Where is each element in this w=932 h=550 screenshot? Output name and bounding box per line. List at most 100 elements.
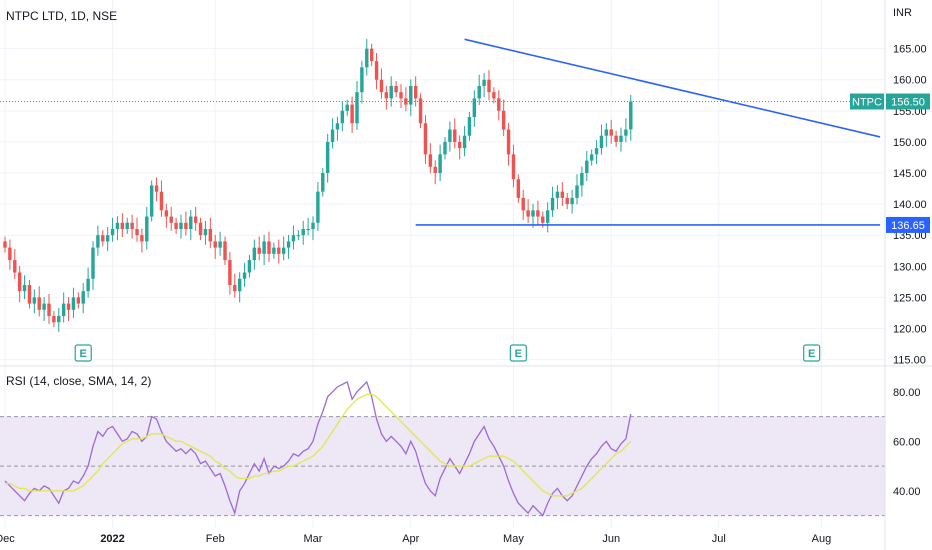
ticker-value: 156.50 bbox=[891, 97, 925, 109]
candle-body bbox=[223, 241, 227, 261]
candle-body bbox=[457, 141, 462, 149]
candle-body bbox=[379, 79, 384, 93]
candle-body bbox=[213, 241, 217, 248]
candle-body bbox=[365, 48, 369, 68]
candle-body bbox=[413, 85, 418, 99]
candle-body bbox=[189, 216, 193, 229]
candle-body bbox=[198, 222, 203, 236]
candle-body bbox=[516, 179, 521, 198]
time-tick-label: Feb bbox=[206, 533, 225, 545]
candle-body bbox=[237, 278, 242, 292]
candle-body bbox=[13, 260, 17, 273]
candle-body bbox=[37, 297, 41, 310]
earnings-box bbox=[74, 344, 92, 362]
candle-body bbox=[570, 197, 574, 205]
candle-body bbox=[389, 85, 393, 99]
candle-body bbox=[233, 284, 237, 292]
candle-body bbox=[472, 98, 477, 118]
candle-body bbox=[149, 185, 154, 217]
price-tick-label: 120.00 bbox=[893, 323, 927, 335]
earnings-marker[interactable]: E bbox=[803, 344, 821, 362]
candle-body bbox=[140, 235, 144, 242]
candle-body bbox=[96, 235, 100, 248]
candle-body bbox=[399, 92, 403, 99]
earnings-marker[interactable]: E bbox=[74, 344, 92, 362]
candle-body bbox=[394, 85, 398, 93]
candle-body bbox=[184, 222, 188, 229]
candle-body bbox=[281, 247, 286, 254]
time-axis[interactable]: Dec 2022 Feb Mar Apr May Jun Jul Aug bbox=[0, 533, 831, 545]
candle-body bbox=[301, 228, 305, 236]
price-tags: NTPC 156.50 136.65 bbox=[850, 93, 930, 233]
candle-body bbox=[409, 85, 413, 105]
candle-body bbox=[22, 284, 27, 292]
time-tick-label: Dec bbox=[0, 533, 15, 545]
candle-body bbox=[501, 110, 506, 130]
price-axis[interactable]: 115.00 120.00 125.00 130.00 135.00 140.00 145.… bbox=[893, 44, 927, 367]
candle-body bbox=[81, 291, 85, 304]
earnings-label: E bbox=[80, 348, 87, 360]
rsi-tick-label: 40.00 bbox=[893, 486, 921, 498]
candle-body bbox=[154, 185, 159, 192]
earnings-label: E bbox=[515, 348, 522, 360]
candle-body bbox=[130, 222, 134, 229]
earnings-marker[interactable]: E bbox=[509, 344, 527, 362]
candle-body bbox=[91, 247, 95, 279]
descending-trendline[interactable] bbox=[464, 38, 881, 138]
candle-body bbox=[580, 173, 584, 186]
candle-body bbox=[614, 135, 618, 142]
candle-body bbox=[115, 222, 120, 229]
candle-body bbox=[487, 79, 491, 93]
candle-body bbox=[32, 297, 37, 304]
candle-body bbox=[257, 247, 261, 254]
candle-body bbox=[482, 79, 486, 86]
candle-body bbox=[545, 210, 550, 223]
candle-body bbox=[17, 272, 22, 292]
rsi-lines bbox=[4, 380, 632, 517]
candle-body bbox=[286, 241, 291, 248]
candle-body bbox=[76, 297, 81, 304]
trendlines bbox=[0, 38, 885, 226]
candle-body bbox=[145, 216, 149, 242]
candle-body bbox=[135, 228, 139, 236]
candle-body bbox=[360, 67, 364, 93]
symbol-title[interactable]: NTPC LTD, 1D, NSE bbox=[6, 9, 117, 23]
earnings-box bbox=[803, 344, 821, 362]
candle-body bbox=[433, 166, 437, 174]
rsi-title[interactable]: RSI (14, close, SMA, 14, 2) bbox=[6, 374, 151, 388]
candle-body bbox=[27, 284, 32, 304]
candle-body bbox=[550, 197, 555, 211]
candle-body bbox=[47, 303, 51, 317]
time-tick-label: Apr bbox=[402, 533, 419, 545]
candle-body bbox=[541, 216, 545, 223]
candle-body bbox=[555, 191, 560, 198]
candle-body bbox=[585, 160, 589, 174]
candle-body bbox=[565, 197, 569, 205]
candle-body bbox=[291, 235, 296, 242]
rsi-axis[interactable]: 40.00 60.00 80.00 bbox=[893, 387, 921, 498]
candle-body bbox=[218, 241, 222, 248]
rsi-sma-line bbox=[5, 393, 632, 497]
candle-body bbox=[423, 123, 428, 155]
candle-body bbox=[101, 235, 105, 242]
support-price-tag[interactable]: 136.65 bbox=[886, 216, 930, 233]
candle-body bbox=[71, 297, 76, 310]
candle-body bbox=[350, 104, 354, 124]
ticker-price-tag[interactable]: NTPC 156.50 bbox=[850, 93, 930, 110]
earnings-box bbox=[509, 344, 527, 362]
price-tick-label: 165.00 bbox=[893, 44, 927, 56]
earnings-label: E bbox=[808, 348, 815, 360]
candle-body bbox=[262, 241, 266, 254]
candle-body bbox=[159, 191, 164, 211]
ticker-name: NTPC bbox=[852, 97, 882, 109]
candle-body bbox=[604, 129, 609, 136]
candle-body bbox=[492, 92, 496, 99]
candle-body bbox=[497, 98, 501, 111]
price-tick-label: 160.00 bbox=[893, 75, 927, 87]
candle-body bbox=[374, 61, 379, 80]
candle-body bbox=[86, 278, 90, 292]
candle-body bbox=[560, 191, 565, 198]
rsi-tick-label: 60.00 bbox=[893, 436, 921, 448]
